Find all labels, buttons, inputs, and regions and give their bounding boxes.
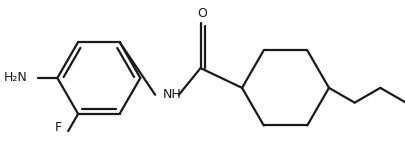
Text: O: O xyxy=(197,7,207,20)
Text: H₂N: H₂N xyxy=(4,71,28,85)
Text: NH: NH xyxy=(163,88,181,101)
Text: F: F xyxy=(55,121,62,134)
